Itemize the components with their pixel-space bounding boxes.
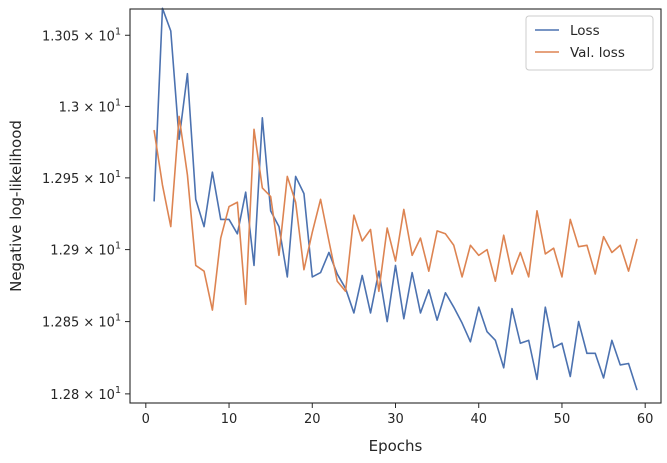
x-tick-label: 20 [304,412,321,427]
y-axis-ticks: 1.28 × 101 1.285 × 101 1.29 × 101 1.295 × 1… [42,26,130,403]
x-tick-label: 40 [470,412,487,427]
x-tick-label: 0 [142,412,150,427]
series-line-1 [153,115,638,311]
x-tick-label: 10 [221,412,238,427]
y-tick-label: 1.295 × 101 [42,169,121,187]
x-axis-label: Epochs [369,437,423,455]
y-axis-label: Negative log-likelihood [7,120,25,292]
y-tick-label: 1.28 × 101 [50,385,121,403]
x-axis-ticks: 0 10 20 30 40 50 60 [142,403,654,427]
series-lines [153,7,638,391]
legend-label-0: Loss [570,23,600,39]
y-tick-label: 1.305 × 101 [42,26,121,44]
x-tick-label: 50 [554,412,571,427]
y-tick-label: 1.285 × 101 [42,313,121,331]
y-tick-label: 1.29 × 101 [50,241,121,259]
legend-label-1: Val. loss [570,45,625,61]
series-line-0 [153,7,638,391]
legend: Loss Val. loss [525,15,654,71]
x-tick-label: 30 [387,412,404,427]
x-tick-label: 60 [637,412,654,427]
y-tick-label: 1.3 × 101 [59,97,121,115]
